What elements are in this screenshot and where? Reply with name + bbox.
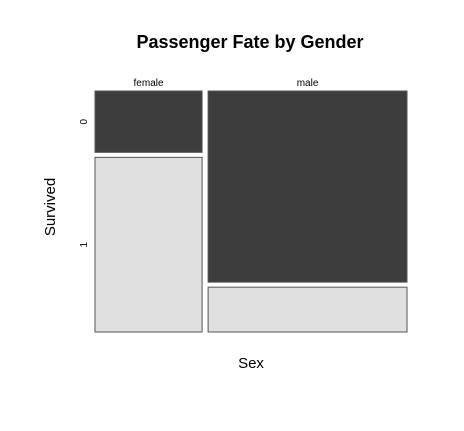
chart-title: Passenger Fate by Gender	[136, 32, 363, 52]
x-axis-label: Sex	[238, 355, 264, 372]
mosaic-cell-female-1	[94, 156, 203, 333]
y-category-label-1: 1	[79, 241, 90, 247]
x-category-label-female: female	[134, 78, 164, 89]
y-axis-label: Survived	[42, 178, 59, 236]
x-category-labels: female male	[134, 78, 319, 89]
mosaic-cells	[94, 90, 408, 333]
mosaic-cell-female-0	[94, 90, 203, 153]
mosaic-cell-male-0	[207, 90, 408, 283]
y-category-label-0: 0	[79, 118, 90, 124]
x-category-label-male: male	[297, 78, 319, 89]
y-category-labels: 01	[79, 118, 90, 247]
mosaic-cell-male-1	[207, 286, 408, 333]
